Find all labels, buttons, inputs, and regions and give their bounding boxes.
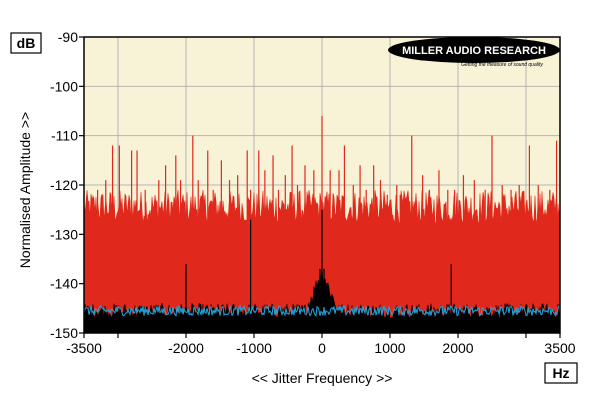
x-axis-title: << Jitter Frequency >> [252, 370, 393, 386]
brand-logo: MILLER AUDIO RESEARCH Getting the measur… [388, 37, 560, 68]
y-unit-box: dB [10, 32, 42, 54]
x-tick-label: -2000 [168, 340, 204, 356]
y-axis-title: Normalised Amplitude >> [17, 112, 33, 268]
blue-noise-floor [83, 304, 561, 318]
y-unit-label: dB [17, 35, 36, 51]
brand-title: MILLER AUDIO RESEARCH [402, 45, 546, 57]
x-unit-box: Hz [544, 362, 578, 384]
axis-ticks: -3500 -2000 -1000 0 1000 2000 3500 -150 -140 -130… [50, 29, 576, 356]
y-tick-label: -140 [50, 276, 78, 292]
y-tick-label: -110 [51, 128, 78, 144]
x-tick-label: -1000 [236, 340, 272, 356]
x-tick-label: 2000 [442, 340, 473, 356]
x-unit-label: Hz [552, 365, 569, 381]
y-tick-label: -120 [50, 177, 78, 193]
x-tick-label: -3500 [66, 340, 102, 356]
y-tick-label: -130 [50, 226, 78, 242]
blue-trace-series [83, 304, 561, 318]
brand-tagline: Getting the measure of sound quality [461, 62, 543, 68]
x-tick-label: 0 [318, 340, 326, 356]
x-tick-label: 3500 [544, 340, 575, 356]
y-tick-label: -100 [50, 78, 78, 94]
x-tick-label: 1000 [374, 340, 405, 356]
y-tick-label: -150 [50, 325, 78, 341]
black-trace-series [83, 209, 561, 334]
y-tick-label: -90 [58, 29, 78, 45]
